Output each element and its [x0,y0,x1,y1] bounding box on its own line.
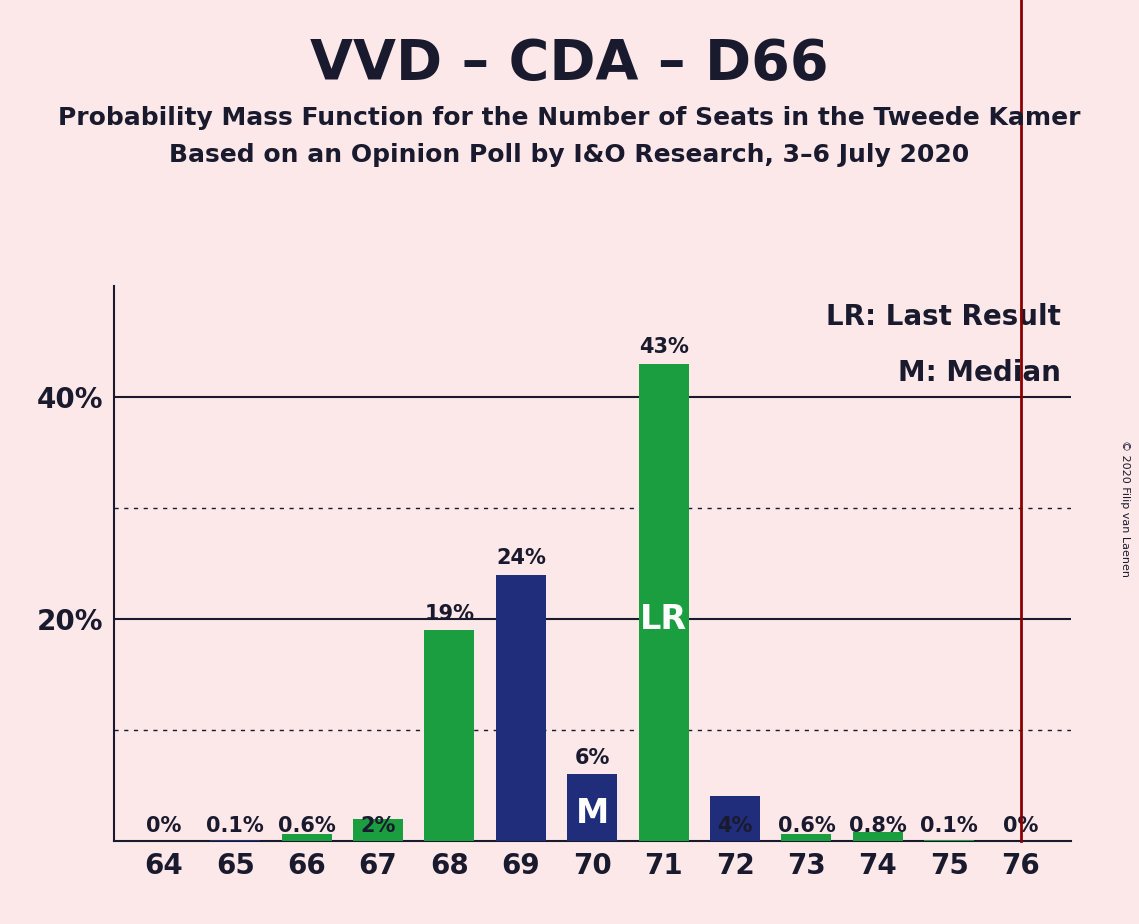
Text: VVD – CDA – D66: VVD – CDA – D66 [310,37,829,91]
Bar [781,834,831,841]
Text: 2%: 2% [360,817,395,836]
Bar [924,840,974,841]
Bar [353,819,403,841]
Text: LR: LR [640,602,687,636]
Text: 0%: 0% [146,817,181,836]
Bar [853,832,903,841]
Bar [495,575,546,841]
Bar [211,840,261,841]
Text: 0.6%: 0.6% [278,817,336,836]
Text: 43%: 43% [639,337,689,358]
Text: 19%: 19% [425,603,475,624]
Text: 0.1%: 0.1% [206,817,264,836]
Text: M: Median: M: Median [899,359,1062,386]
Text: © 2020 Filip van Laenen: © 2020 Filip van Laenen [1120,440,1130,577]
Text: Probability Mass Function for the Number of Seats in the Tweede Kamer: Probability Mass Function for the Number… [58,106,1081,130]
Text: 0.6%: 0.6% [778,817,835,836]
Text: 0.1%: 0.1% [920,817,978,836]
Text: M: M [575,796,609,830]
Bar [567,774,617,841]
Bar [425,630,475,841]
Text: LR: Last Result: LR: Last Result [826,303,1062,331]
Text: 24%: 24% [495,548,546,568]
Text: 0%: 0% [1003,817,1039,836]
Text: Based on an Opinion Poll by I&O Research, 3–6 July 2020: Based on an Opinion Poll by I&O Research… [170,143,969,167]
Bar [710,796,760,841]
Bar [639,364,689,841]
Text: 4%: 4% [718,817,753,836]
Text: 0.8%: 0.8% [849,817,907,836]
Bar [281,834,331,841]
Text: 6%: 6% [574,748,611,768]
